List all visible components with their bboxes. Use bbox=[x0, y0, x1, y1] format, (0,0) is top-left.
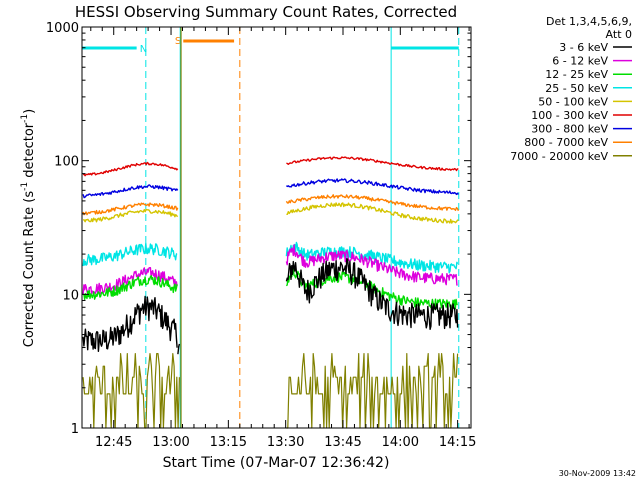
x-tick-label: 13:45 bbox=[324, 435, 361, 450]
y-tick-label: 1 bbox=[71, 422, 79, 437]
legend-entry-label: 100 - 300 keV bbox=[531, 109, 608, 122]
x-tick-label: 12:45 bbox=[95, 435, 132, 450]
legend-entry-label: 12 - 25 keV bbox=[545, 68, 608, 81]
series-line bbox=[82, 244, 458, 295]
series-line bbox=[82, 258, 459, 355]
y-label-part-1: Corrected Count Rate (s bbox=[22, 191, 37, 348]
axes-layer: 1 10 100 1000 12:45 13:00 13:15 13:30 13:45 14:00… bbox=[46, 21, 476, 450]
series-line bbox=[82, 27, 459, 429]
chart-title: HESSI Observing Summary Count Rates, Cor… bbox=[75, 3, 457, 21]
x-tick-label: 14:00 bbox=[382, 435, 419, 450]
y-label-part-2: detector bbox=[22, 122, 37, 182]
series-line bbox=[83, 202, 459, 224]
y-tick-label: 10 bbox=[62, 288, 79, 303]
legend-entry-label: 3 - 6 keV bbox=[559, 41, 608, 54]
y-label-sup-2: -1 bbox=[20, 114, 30, 123]
footer-timestamp: 30-Nov-2009 13:42 bbox=[559, 469, 636, 478]
legend-header-line-2: Att 0 bbox=[606, 28, 632, 41]
legend-entry-label: 800 - 7000 keV bbox=[524, 136, 608, 149]
legend-entry-label: 25 - 50 keV bbox=[545, 82, 608, 95]
legend-entry-label: 300 - 800 keV bbox=[531, 123, 608, 136]
night-annotation: N bbox=[140, 44, 147, 55]
legend-entry-label: 7000 - 20000 keV bbox=[510, 150, 608, 163]
y-tick-label: 1000 bbox=[46, 21, 79, 36]
band-layer: NS bbox=[82, 36, 459, 55]
y-tick-label: 100 bbox=[54, 155, 79, 170]
y-label-sup-1: -1 bbox=[20, 182, 30, 191]
series-line bbox=[82, 156, 459, 177]
legend-entry-label: 6 - 12 keV bbox=[552, 55, 608, 68]
legend-entry-label: 50 - 100 keV bbox=[538, 95, 608, 108]
x-tick-label: 14:15 bbox=[439, 435, 476, 450]
x-tick-label: 13:15 bbox=[210, 435, 247, 450]
x-tick-label: 13:30 bbox=[267, 435, 304, 450]
y-label-part-3: ) bbox=[22, 109, 37, 114]
series-line bbox=[82, 178, 459, 199]
x-axis-label: Start Time (07-Mar-07 12:36:42) bbox=[163, 455, 390, 471]
series-line bbox=[82, 241, 459, 274]
legend-header-line-1: Det 1,3,4,5,6,9, bbox=[546, 15, 632, 28]
series-layer bbox=[82, 27, 460, 429]
y-axis-label: Corrected Count Rate (s-1 detector-1) bbox=[20, 109, 37, 347]
saa-annotation: S bbox=[175, 36, 181, 47]
series-line bbox=[82, 194, 460, 216]
x-tick-label: 13:00 bbox=[152, 435, 189, 450]
plot-frame bbox=[81, 26, 472, 429]
